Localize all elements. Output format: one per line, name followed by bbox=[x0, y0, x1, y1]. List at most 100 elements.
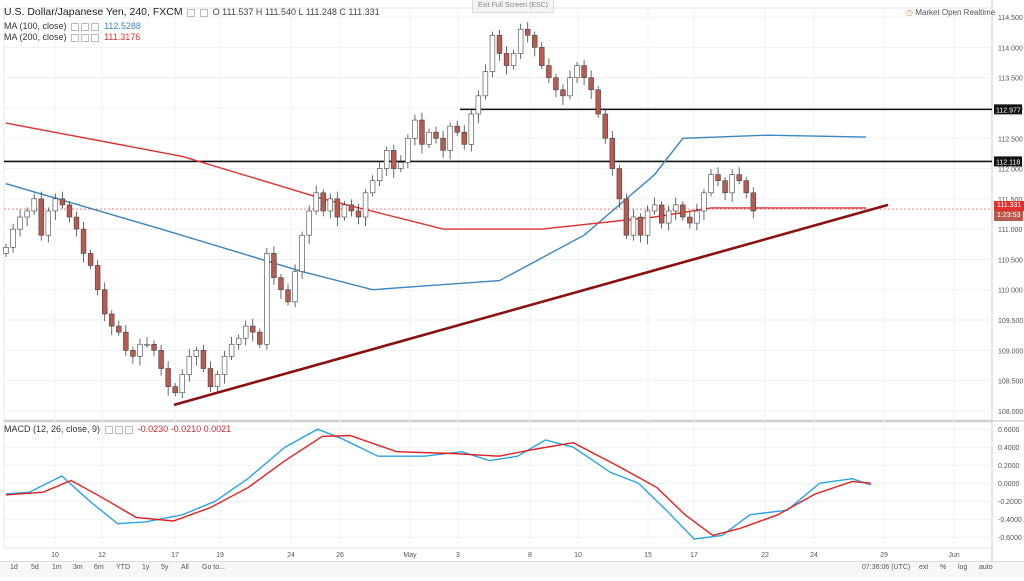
range-1d[interactable]: 1d bbox=[10, 564, 18, 571]
price-tick-label: 109.500 bbox=[998, 318, 1023, 325]
candle-body bbox=[722, 180, 728, 194]
settings-icon[interactable] bbox=[187, 8, 196, 17]
candle-body bbox=[214, 374, 221, 387]
candle-body bbox=[532, 34, 538, 48]
candle-body bbox=[299, 234, 305, 272]
candle-body bbox=[560, 89, 566, 97]
close-icon[interactable] bbox=[91, 33, 100, 42]
candle-body bbox=[440, 137, 446, 151]
candle-body bbox=[193, 350, 200, 357]
candle-body bbox=[715, 174, 721, 181]
candle-body bbox=[235, 337, 242, 345]
time-tick-label: Jun bbox=[948, 552, 959, 559]
candle-body bbox=[285, 289, 291, 303]
candle-body bbox=[243, 325, 249, 339]
candle-body bbox=[73, 216, 80, 230]
time-tick-label: 29 bbox=[880, 552, 888, 559]
candle-body bbox=[376, 168, 383, 181]
time-tick-label: 24 bbox=[287, 552, 295, 559]
settings-icon[interactable] bbox=[81, 22, 90, 31]
candle-body bbox=[341, 204, 348, 218]
candle-body bbox=[708, 174, 714, 194]
eye-icon[interactable] bbox=[71, 33, 80, 42]
ma200-legend: MA (200, close) 111.3176 bbox=[4, 31, 140, 43]
candle-body bbox=[687, 216, 693, 224]
candle-body bbox=[172, 386, 178, 394]
price-tick-label: 112.000 bbox=[998, 167, 1023, 174]
candle-body bbox=[553, 77, 559, 91]
range-all[interactable]: All bbox=[181, 564, 189, 571]
range-ytd[interactable]: YTD bbox=[116, 564, 130, 571]
range-3m[interactable]: 3m bbox=[73, 564, 83, 571]
candle-body bbox=[221, 356, 228, 375]
level-label-bg bbox=[994, 104, 1022, 115]
candle-body bbox=[673, 204, 679, 212]
ma100-line bbox=[5, 134, 867, 291]
range-1m[interactable]: 1m bbox=[52, 564, 62, 571]
candle-body bbox=[743, 180, 749, 194]
price-tick-label: 111.500 bbox=[998, 197, 1022, 204]
candle-body bbox=[271, 253, 277, 278]
range-5d[interactable]: 5d bbox=[31, 564, 39, 571]
candle-body bbox=[461, 131, 467, 145]
macd-tick-label: -0.4000 bbox=[998, 517, 1022, 524]
candle-body bbox=[207, 368, 214, 387]
candle-body bbox=[87, 253, 94, 266]
scale-ext[interactable]: ext bbox=[919, 564, 929, 571]
candle-body bbox=[588, 77, 594, 91]
candle-body bbox=[31, 198, 37, 212]
macd-label: MACD (12, 26, close, 9) bbox=[4, 424, 101, 434]
utc-clock: 07:36:06 (UTC) bbox=[862, 564, 911, 571]
price-tick-label: 110.500 bbox=[998, 257, 1023, 264]
eye-icon[interactable] bbox=[104, 425, 113, 434]
candle-body bbox=[250, 325, 256, 333]
candle-body bbox=[539, 47, 545, 66]
candle-body bbox=[736, 174, 742, 181]
candle-body bbox=[468, 113, 474, 145]
scale-percent[interactable]: % bbox=[940, 564, 947, 571]
price-tick-label: 108.000 bbox=[998, 409, 1023, 416]
time-tick-label: 24 bbox=[810, 552, 818, 559]
eye-icon[interactable] bbox=[71, 22, 80, 31]
price-tick-label: 110.000 bbox=[998, 288, 1023, 295]
candle-body bbox=[665, 210, 672, 224]
settings-icon[interactable] bbox=[81, 33, 90, 42]
candle-body bbox=[609, 137, 616, 169]
close-icon[interactable] bbox=[199, 8, 208, 17]
candle-body bbox=[623, 198, 630, 236]
candle-body bbox=[729, 174, 735, 194]
symbol-title: U.S. Dollar/Japanese Yen, 240, FXCM bbox=[4, 6, 183, 18]
time-tick-label: 19 bbox=[216, 552, 224, 559]
time-tick-label: May bbox=[403, 552, 417, 559]
candle-body bbox=[750, 192, 757, 212]
candle-body bbox=[651, 204, 658, 212]
candle-body bbox=[38, 198, 44, 236]
settings-icon[interactable] bbox=[114, 425, 123, 434]
candle-body bbox=[313, 192, 319, 212]
range-6m[interactable]: 6m bbox=[94, 564, 104, 571]
range-1y[interactable]: 1y bbox=[142, 564, 150, 571]
candle-body bbox=[3, 247, 9, 254]
level-label-bg bbox=[994, 156, 1022, 167]
scale-log[interactable]: log bbox=[958, 564, 968, 571]
candle-body bbox=[327, 198, 333, 212]
time-tick-label: 12 bbox=[98, 552, 106, 559]
level-label: 112.118 bbox=[996, 159, 1020, 166]
candle-body bbox=[94, 265, 101, 291]
time-tick-label: 10 bbox=[51, 552, 59, 559]
candle-body bbox=[398, 162, 404, 169]
candle-body bbox=[510, 53, 517, 66]
candle-body bbox=[447, 125, 453, 151]
close-icon[interactable] bbox=[124, 425, 133, 434]
go-to-date[interactable]: Go to... bbox=[202, 564, 225, 571]
current-price-label: 111.331 bbox=[994, 201, 1024, 211]
candle-body bbox=[109, 313, 115, 327]
range-5y[interactable]: 5y bbox=[161, 564, 169, 571]
close-icon[interactable] bbox=[91, 22, 100, 31]
candle-body bbox=[405, 137, 411, 163]
price-tick-label: 114.500 bbox=[998, 15, 1023, 22]
scale-auto[interactable]: auto bbox=[979, 564, 993, 571]
ma100-label: MA (100, close) bbox=[4, 21, 67, 31]
exit-fullscreen-button[interactable]: Exit Full Screen (ESC) bbox=[472, 0, 554, 13]
